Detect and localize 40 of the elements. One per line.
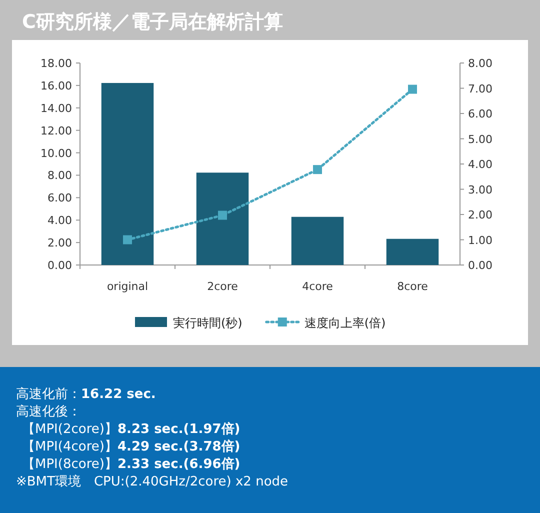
- bar: [291, 216, 344, 265]
- text: 【MPI(2core)】8.23 sec.(1.97倍): [22, 421, 240, 437]
- y2-tick-label: 1.00: [468, 234, 492, 247]
- bar: [386, 238, 439, 265]
- x-tick-label: original: [106, 280, 148, 293]
- y-tick-label: 14.00: [40, 102, 72, 115]
- y-tick-label: 6.00: [48, 192, 72, 205]
- x-tick-label: 8core: [397, 280, 428, 293]
- y2-tick-label: 8.00: [468, 57, 492, 70]
- text: 高速化後：: [16, 404, 81, 420]
- y2-tick-label: 0.00: [468, 259, 492, 272]
- y-tick-label: 8.00: [48, 169, 72, 182]
- bar: [196, 172, 249, 265]
- y-tick-label: 16.00: [40, 79, 72, 92]
- y-tick-label: 10.00: [40, 146, 72, 160]
- text: 【MPI(4core)】4.29 sec.(3.78倍): [22, 438, 240, 454]
- x-tick-label: 2core: [207, 280, 238, 293]
- y-tick-label: 0.00: [48, 259, 72, 272]
- point: [313, 165, 322, 174]
- legend-label: 実行時間(秒): [173, 316, 242, 330]
- y2-tick-label: 7.00: [468, 82, 492, 96]
- y2-tick-label: 4.00: [468, 158, 492, 171]
- y2-tick-label: 3.00: [468, 183, 492, 196]
- y-tick-label: 12.00: [40, 124, 72, 138]
- y-tick-label: 2.00: [48, 236, 72, 250]
- x-tick-label: 4core: [302, 280, 334, 293]
- y2-tick-label: 6.00: [468, 108, 492, 120]
- text: 【MPI(8core)】2.33 sec.(6.96倍): [22, 456, 240, 472]
- y-tick-label: 4.00: [48, 214, 72, 228]
- bar: [101, 82, 154, 265]
- point: [408, 84, 417, 94]
- chart-title: C研究所様／電子局在解析計算: [22, 11, 283, 33]
- text: ※BMT環境 CPU:(2.40GHz/2core) x2 node: [16, 474, 288, 490]
- point: [123, 235, 132, 244]
- legend-label: 速度向上率(倍): [304, 316, 386, 330]
- point: [218, 210, 227, 220]
- y2-tick-label: 5.00: [468, 132, 492, 146]
- y2-tick-label: 2.00: [468, 208, 492, 222]
- text: 高速化前：16.22 sec.: [16, 386, 156, 402]
- y-tick-label: 18.00: [40, 57, 72, 70]
